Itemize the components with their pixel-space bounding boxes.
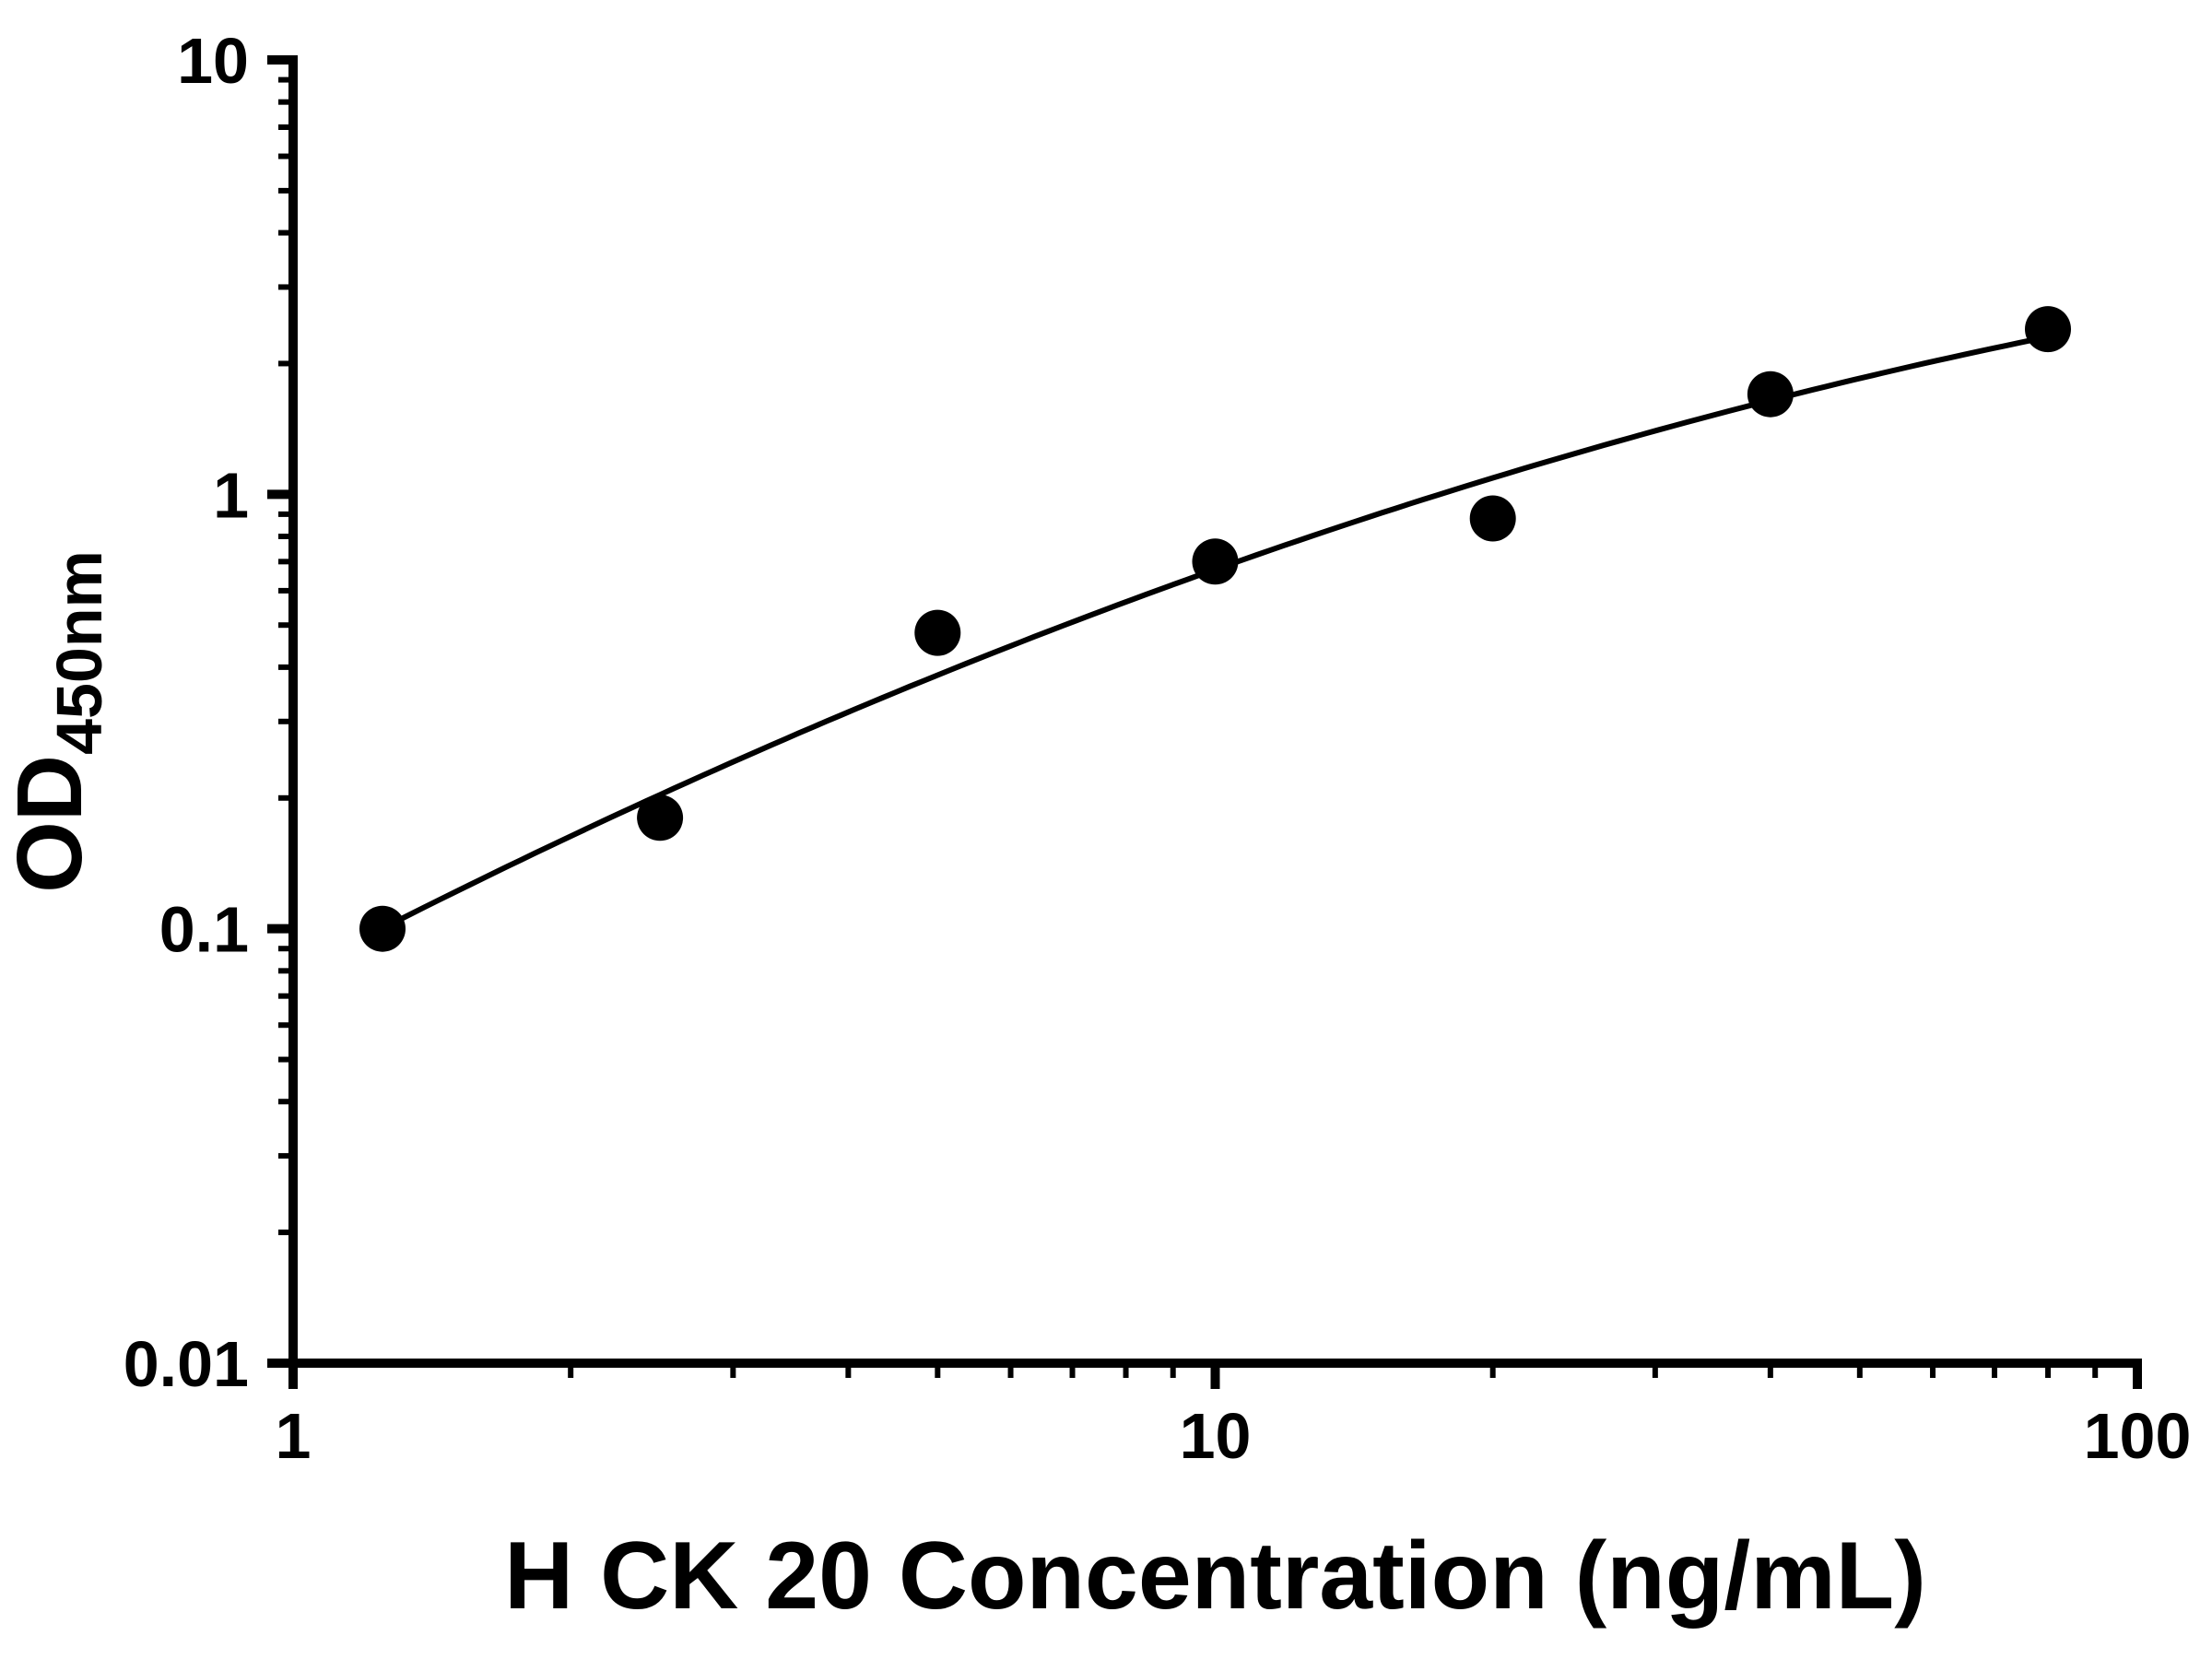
axis-spines [288, 55, 2142, 1368]
data-point [914, 609, 961, 656]
y-tick-label: 0.01 [124, 1328, 249, 1400]
data-point [637, 794, 684, 841]
x-major-ticks [288, 1363, 2142, 1389]
x-tick-label: 100 [2084, 1400, 2192, 1472]
x-tick-label: 10 [1180, 1400, 1252, 1472]
data-point [1747, 371, 1794, 418]
y-axis-title: OD450nm [0, 550, 115, 893]
data-point [1469, 495, 1516, 542]
x-axis-title: H CK 20 Concentration (ng/mL) [504, 1523, 1926, 1630]
data-points [359, 306, 2071, 952]
y-tick-label: 0.1 [159, 894, 249, 966]
y-tick-label: 1 [213, 459, 249, 531]
y-axis-title-sub: 450nm [43, 550, 115, 755]
y-tick-label: 10 [177, 25, 249, 97]
fit-curve [380, 334, 2051, 932]
y-axis-title-main: OD [0, 755, 101, 893]
x-tick-label: 1 [276, 1400, 312, 1472]
data-point [2025, 306, 2071, 353]
y-minor-ticks [278, 76, 293, 1236]
data-point [1192, 538, 1239, 585]
x-minor-ticks [568, 1363, 2099, 1378]
data-point [359, 905, 406, 952]
